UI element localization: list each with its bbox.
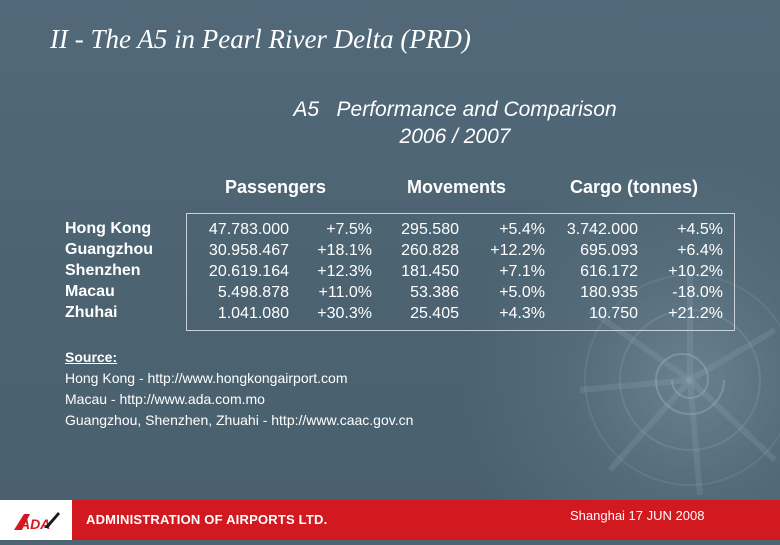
- subtitle: A5 Performance and Comparison 2006 / 200…: [250, 96, 660, 150]
- turbine-illustration: [579, 274, 780, 496]
- cargo-value: 695.093: [580, 242, 638, 259]
- movements-change: +4.3%: [499, 305, 545, 322]
- airport-names: Hong Kong Guangzhou Shenzhen Macau Zhuha…: [65, 218, 153, 323]
- cargo-value: 3.742.000: [566, 221, 638, 238]
- passengers-change: +7.5%: [326, 221, 372, 238]
- company-name: ADMINISTRATION OF AIRPORTS LTD.: [86, 512, 328, 527]
- passengers-value: 20.619.164: [208, 263, 289, 280]
- event-date: Shanghai 17 JUN 2008: [570, 508, 705, 523]
- passengers-change: +18.1%: [317, 242, 372, 259]
- movements-value: 295.580: [401, 221, 459, 238]
- subtitle-line-2: 2006 / 2007: [399, 125, 511, 148]
- table-row: 1.041.080 +30.3% 25.405 +4.3% 10.750 +21…: [187, 303, 736, 324]
- airport-name: Hong Kong: [65, 220, 152, 237]
- cargo-value: 616.172: [580, 263, 638, 280]
- passengers-value: 1.041.080: [217, 305, 289, 322]
- cargo-change: +10.2%: [668, 263, 723, 280]
- stats-table: 47.783.000 +7.5% 295.580 +5.4% 3.742.000…: [186, 213, 735, 331]
- airport-name: Zhuhai: [65, 304, 118, 321]
- passengers-value: 47.783.000: [208, 221, 289, 238]
- passengers-value: 30.958.467: [208, 242, 289, 259]
- cargo-value: 180.935: [580, 284, 638, 301]
- slide-title: II - The A5 in Pearl River Delta (PRD): [50, 24, 471, 54]
- movements-value: 25.405: [410, 305, 459, 322]
- movements-change: +12.2%: [490, 242, 545, 259]
- table-row: 30.958.467 +18.1% 260.828 +12.2% 695.093…: [187, 240, 736, 261]
- footer-bar: ADA ADMINISTRATION OF AIRPORTS LTD. Shan…: [0, 500, 780, 540]
- movements-value: 181.450: [401, 263, 459, 280]
- passengers-value: 5.498.878: [217, 284, 289, 301]
- source-line: Guangzhou, Shenzhen, Zhuahi - http://www…: [65, 412, 414, 428]
- ada-logo: ADA: [0, 500, 72, 540]
- movements-change: +5.4%: [499, 221, 545, 238]
- header-passengers: Passengers: [225, 177, 327, 197]
- source-block: Source: Hong Kong - http://www.hongkonga…: [65, 347, 413, 431]
- movements-value: 53.386: [410, 284, 459, 301]
- subtitle-line-1: A5 Performance and Comparison: [293, 98, 617, 121]
- source-heading: Source:: [65, 349, 118, 365]
- passengers-change: +12.3%: [317, 263, 372, 280]
- movements-change: +7.1%: [499, 263, 545, 280]
- passengers-change: +30.3%: [317, 305, 372, 322]
- table-row: 47.783.000 +7.5% 295.580 +5.4% 3.742.000…: [187, 219, 736, 240]
- passengers-change: +11.0%: [318, 284, 372, 301]
- movements-change: +5.0%: [499, 284, 545, 301]
- source-line: Hong Kong - http://www.hongkongairport.c…: [65, 370, 348, 386]
- airport-name: Shenzhen: [65, 262, 141, 279]
- cargo-value: 10.750: [589, 305, 638, 322]
- ada-logo-text: ADA: [19, 516, 50, 532]
- cargo-change: +21.2%: [668, 305, 723, 322]
- cargo-change: +4.5%: [677, 221, 723, 238]
- airport-name: Macau: [65, 283, 115, 300]
- source-line: Macau - http://www.ada.com.mo: [65, 391, 265, 407]
- movements-value: 260.828: [401, 242, 459, 259]
- cargo-change: -18.0%: [672, 284, 723, 301]
- table-row: 20.619.164 +12.3% 181.450 +7.1% 616.172 …: [187, 261, 736, 282]
- header-cargo: Cargo (tonnes): [570, 177, 698, 197]
- airport-name: Guangzhou: [65, 241, 153, 258]
- ada-logo-icon: ADA: [14, 512, 60, 532]
- header-movements: Movements: [407, 177, 507, 197]
- cargo-change: +6.4%: [677, 242, 723, 259]
- table-row: 5.498.878 +11.0% 53.386 +5.0% 180.935 -1…: [187, 282, 736, 303]
